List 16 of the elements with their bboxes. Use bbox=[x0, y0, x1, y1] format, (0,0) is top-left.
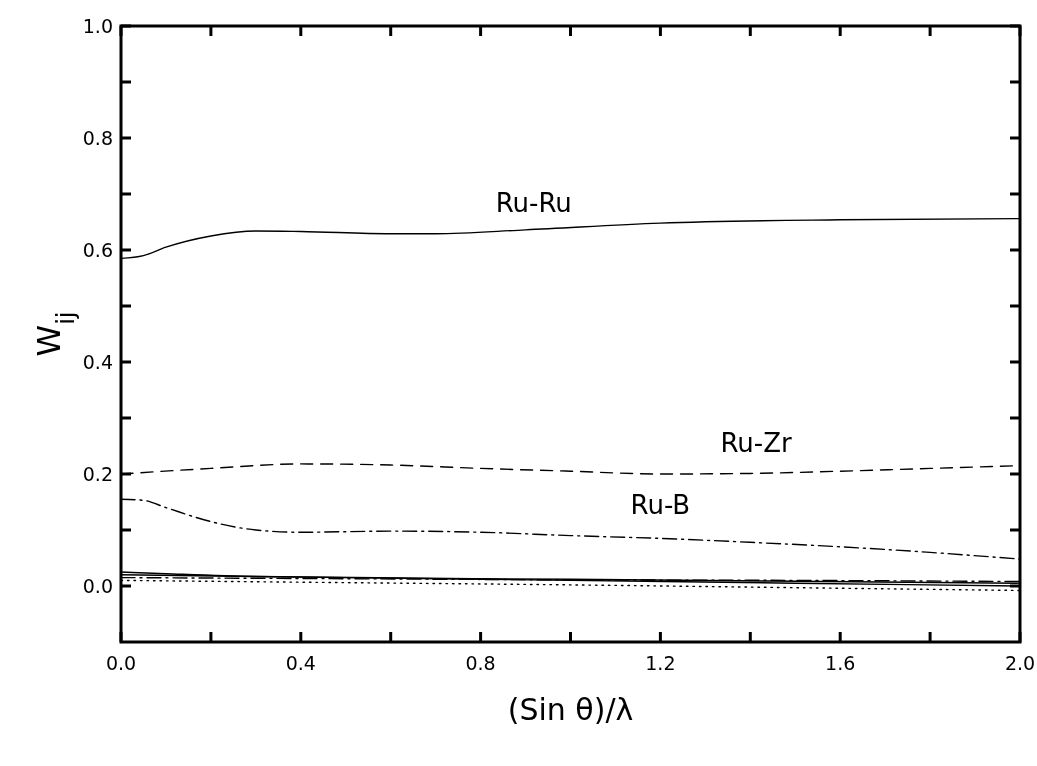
y-tick-label: 0.0 bbox=[82, 574, 113, 597]
y-tick-label: 0.8 bbox=[82, 126, 113, 149]
x-axis-title: (Sin θ)/λ bbox=[507, 692, 634, 727]
x-tick-label: 2.0 bbox=[1004, 652, 1036, 674]
x-tick-label: 1.6 bbox=[825, 652, 856, 674]
y-tick-label: 0.4 bbox=[82, 350, 113, 373]
x-tick-label: 0.0 bbox=[105, 652, 137, 674]
series-label: Ru-B bbox=[630, 489, 691, 520]
y-tick-label: 0.2 bbox=[82, 462, 113, 485]
x-tick-label: 0.8 bbox=[465, 652, 496, 674]
y-tick-label: 0.6 bbox=[82, 238, 113, 261]
x-tick-label: 0.4 bbox=[285, 652, 316, 674]
x-tick-label: 1.2 bbox=[645, 652, 676, 674]
series-label: Ru-Zr bbox=[720, 428, 792, 458]
series-label: Ru-Ru bbox=[495, 187, 572, 218]
y-tick-label: 1.0 bbox=[82, 14, 113, 37]
